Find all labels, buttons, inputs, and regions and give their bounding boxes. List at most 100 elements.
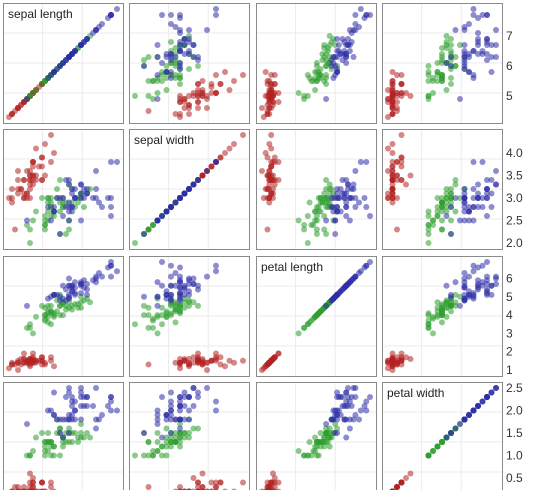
data-point xyxy=(394,484,400,490)
data-point xyxy=(181,51,188,57)
data-point xyxy=(108,407,114,414)
data-point xyxy=(141,302,147,309)
data-point xyxy=(363,204,370,210)
data-point xyxy=(324,434,331,441)
data-point xyxy=(177,273,183,280)
data-point xyxy=(240,132,246,138)
data-point xyxy=(177,439,183,445)
data-point xyxy=(334,208,341,215)
variable-label: petal length xyxy=(261,260,323,274)
data-point xyxy=(332,231,339,237)
data-point xyxy=(63,439,69,445)
data-point xyxy=(93,279,99,286)
data-point xyxy=(488,291,495,298)
data-point xyxy=(434,213,441,219)
data-point xyxy=(323,177,330,183)
data-point xyxy=(352,168,359,174)
variable-label: sepal width xyxy=(134,133,194,147)
data-point xyxy=(425,222,432,228)
data-point xyxy=(470,407,477,414)
data-point xyxy=(195,479,201,486)
data-point xyxy=(163,416,170,423)
data-point xyxy=(343,389,350,396)
data-point xyxy=(448,430,454,436)
data-point xyxy=(141,452,147,459)
data-point xyxy=(42,172,48,179)
data-point xyxy=(452,177,459,183)
points xyxy=(385,259,499,373)
panel-sepal-length-vs-sepal-width xyxy=(129,3,250,124)
data-point xyxy=(150,324,156,331)
data-point xyxy=(78,281,84,287)
data-point xyxy=(466,204,472,210)
data-point xyxy=(181,42,188,48)
data-point xyxy=(181,282,188,289)
data-point xyxy=(57,177,63,183)
data-point xyxy=(461,275,468,282)
data-point xyxy=(394,359,400,366)
data-point xyxy=(81,204,87,210)
data-point xyxy=(398,479,405,486)
data-point xyxy=(190,425,197,432)
data-point xyxy=(186,105,192,111)
data-point xyxy=(145,304,152,311)
data-point xyxy=(313,213,320,219)
data-point xyxy=(323,231,330,237)
data-point xyxy=(332,217,339,224)
data-point xyxy=(177,425,183,432)
data-point xyxy=(448,75,454,81)
data-point xyxy=(45,208,51,215)
data-point xyxy=(168,54,174,60)
data-point xyxy=(66,181,72,188)
data-point xyxy=(461,284,468,291)
data-point xyxy=(42,222,48,228)
data-point xyxy=(231,359,237,366)
data-point xyxy=(145,108,152,114)
data-point xyxy=(15,359,21,366)
panel-sepal-width-vs-sepal-length xyxy=(3,129,124,250)
data-point xyxy=(461,208,468,215)
data-point xyxy=(345,181,351,188)
data-point xyxy=(484,12,490,18)
data-point xyxy=(66,208,72,215)
data-point xyxy=(78,421,84,427)
data-point xyxy=(407,356,414,362)
data-point xyxy=(213,356,219,362)
data-point xyxy=(42,361,48,368)
data-point xyxy=(9,195,15,201)
points xyxy=(259,385,373,490)
data-point xyxy=(346,217,353,224)
data-point xyxy=(439,226,445,233)
data-point xyxy=(389,181,396,188)
variable-label: petal width xyxy=(387,386,444,400)
data-point xyxy=(51,213,57,219)
data-point xyxy=(108,262,114,269)
data-point xyxy=(195,302,201,309)
data-point xyxy=(186,359,192,366)
data-point xyxy=(385,87,391,93)
data-point xyxy=(268,190,275,197)
data-point xyxy=(186,394,192,400)
data-point xyxy=(315,310,322,317)
data-point xyxy=(186,277,192,284)
data-point xyxy=(69,416,75,423)
data-point xyxy=(352,204,359,210)
data-point xyxy=(339,57,346,63)
data-point xyxy=(266,186,273,192)
data-point xyxy=(78,181,84,188)
data-point xyxy=(266,105,273,111)
data-point xyxy=(461,199,468,206)
data-point xyxy=(389,190,396,197)
data-point xyxy=(231,141,237,147)
data-point xyxy=(484,51,490,57)
data-point xyxy=(479,159,486,165)
data-point xyxy=(177,99,183,105)
data-point xyxy=(159,282,165,289)
data-point xyxy=(163,291,170,298)
data-point xyxy=(108,159,114,165)
data-point xyxy=(389,199,396,206)
data-point xyxy=(315,204,322,210)
data-point xyxy=(163,208,170,215)
data-point xyxy=(45,204,51,210)
data-point xyxy=(172,199,179,206)
